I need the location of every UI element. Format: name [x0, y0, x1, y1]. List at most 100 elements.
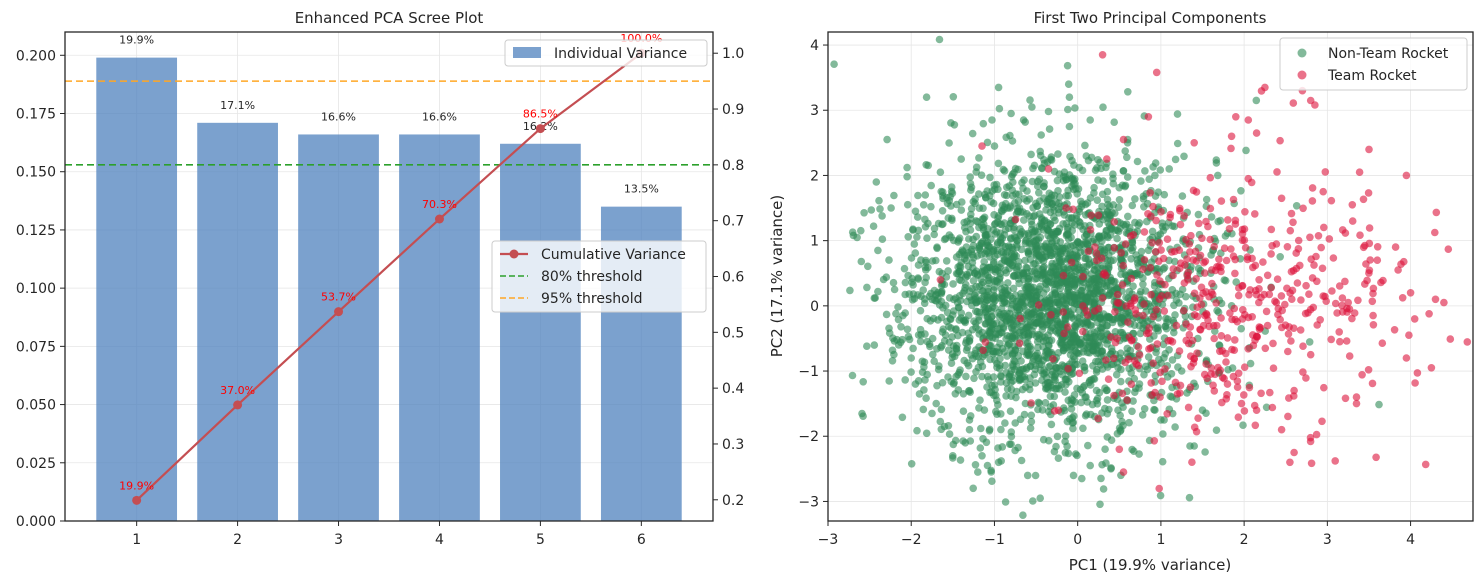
- scree-y2-tick-label: 0.4: [722, 381, 744, 397]
- non-team-rocket-point: [1097, 325, 1106, 333]
- team-rocket-point: [1015, 339, 1024, 348]
- non-team-rocket-point: [1075, 205, 1083, 213]
- non-team-rocket-point: [1242, 146, 1250, 155]
- non-team-rocket-point: [984, 315, 993, 323]
- non-team-rocket-point: [922, 266, 930, 274]
- team-rocket-point: [1075, 369, 1084, 378]
- non-team-rocket-point: [983, 187, 991, 195]
- team-rocket-point: [1252, 332, 1261, 341]
- team-rocket-point: [1153, 340, 1162, 348]
- non-team-rocket-point: [1052, 268, 1061, 277]
- non-team-rocket-point: [993, 246, 1002, 255]
- team-rocket-point: [1391, 243, 1400, 251]
- team-rocket-point: [1431, 228, 1439, 237]
- team-rocket-point: [1102, 356, 1110, 364]
- non-team-rocket-point: [1145, 175, 1153, 183]
- non-team-rocket-point: [937, 288, 946, 297]
- non-team-rocket-point: [985, 427, 994, 435]
- non-team-rocket-point: [944, 267, 952, 275]
- non-team-rocket-point: [927, 181, 935, 190]
- non-team-rocket-point: [1008, 349, 1017, 358]
- scree-x-tick-label: 5: [536, 532, 545, 548]
- team-rocket-point: [1027, 399, 1035, 407]
- non-team-rocket-point: [1173, 139, 1182, 148]
- team-rocket-point: [1016, 314, 1024, 323]
- non-team-rocket-point: [975, 404, 983, 412]
- team-rocket-point: [1132, 360, 1141, 368]
- variance-bar-label: 13.5%: [624, 183, 659, 196]
- non-team-rocket-point: [1061, 432, 1070, 440]
- team-rocket-point: [1144, 113, 1153, 121]
- team-rocket-point: [1273, 275, 1282, 284]
- non-team-rocket-point: [1117, 377, 1125, 386]
- non-team-rocket-point: [938, 378, 947, 387]
- non-team-rocket-point: [922, 394, 930, 403]
- non-team-rocket-point: [909, 226, 917, 234]
- team-rocket-point: [1149, 202, 1157, 211]
- non-team-rocket-point: [1151, 324, 1160, 333]
- non-team-rocket-point: [1087, 338, 1095, 347]
- non-team-rocket-point: [1044, 107, 1053, 116]
- non-team-rocket-point: [1001, 312, 1010, 320]
- team-rocket-point: [1121, 240, 1130, 248]
- team-rocket-point: [1148, 391, 1156, 400]
- non-team-rocket-point: [1137, 177, 1145, 185]
- non-team-rocket-point: [980, 213, 989, 222]
- non-team-rocket-point: [1059, 176, 1068, 185]
- non-team-rocket-point: [864, 262, 872, 271]
- team-rocket-point: [1290, 386, 1298, 395]
- non-team-rocket-point: [1009, 284, 1018, 293]
- team-rocket-point: [1169, 271, 1177, 280]
- non-team-rocket-point: [1025, 272, 1034, 281]
- non-team-rocket-point: [885, 256, 893, 264]
- non-team-rocket-point: [934, 316, 942, 324]
- non-team-rocket-point: [957, 155, 965, 163]
- team-rocket-point: [1124, 318, 1132, 327]
- non-team-rocket-point: [923, 234, 931, 242]
- non-team-rocket-point: [936, 168, 945, 176]
- non-team-rocket-point: [1090, 266, 1098, 274]
- non-team-rocket-point: [952, 372, 960, 381]
- team-rocket-point: [1320, 223, 1328, 232]
- team-rocket-point: [1261, 83, 1269, 92]
- scatter-title: First Two Principal Components: [1034, 9, 1267, 27]
- non-team-rocket-point: [911, 380, 920, 388]
- non-team-rocket-point: [894, 341, 903, 349]
- non-team-rocket-point: [990, 220, 999, 229]
- team-rocket-point: [1348, 217, 1357, 225]
- non-team-rocket-point: [1047, 262, 1056, 271]
- non-team-rocket-point: [1085, 298, 1094, 306]
- non-team-rocket-point: [867, 206, 876, 214]
- team-rocket-point: [1294, 236, 1303, 245]
- non-team-rocket-point: [1048, 230, 1056, 239]
- non-team-rocket-point: [1019, 208, 1027, 216]
- team-rocket-point: [1325, 235, 1334, 243]
- non-team-rocket-point: [1026, 424, 1035, 433]
- team-rocket-point: [1119, 468, 1128, 476]
- non-team-rocket-point: [885, 377, 893, 385]
- non-team-rocket-point: [1066, 152, 1074, 161]
- non-team-rocket-point: [965, 425, 974, 434]
- non-team-rocket-point: [907, 354, 915, 362]
- non-team-rocket-point: [1005, 243, 1014, 252]
- non-team-rocket-point: [1141, 362, 1150, 371]
- non-team-rocket-point: [1103, 187, 1112, 196]
- team-rocket-point: [1311, 101, 1319, 109]
- team-rocket-points: [936, 51, 1472, 493]
- non-team-rocket-point: [1185, 493, 1194, 502]
- non-team-rocket-point: [1168, 356, 1177, 364]
- non-team-rocket-point: [1001, 361, 1010, 370]
- team-rocket-point: [1284, 412, 1292, 421]
- team-rocket-point: [1329, 254, 1338, 262]
- non-team-rocket-point: [1026, 255, 1035, 264]
- non-team-rocket-point: [1006, 407, 1015, 416]
- non-team-rocket-point: [996, 236, 1005, 245]
- team-rocket-point: [1249, 341, 1258, 350]
- non-team-rocket-point: [1075, 163, 1083, 172]
- team-rocket-point: [1189, 186, 1198, 195]
- non-team-rocket-point: [1159, 430, 1167, 438]
- team-rocket-point: [1257, 389, 1265, 398]
- non-team-rocket-point: [947, 359, 956, 368]
- non-team-rocket-point: [949, 440, 958, 449]
- non-team-rocket-point: [933, 381, 941, 390]
